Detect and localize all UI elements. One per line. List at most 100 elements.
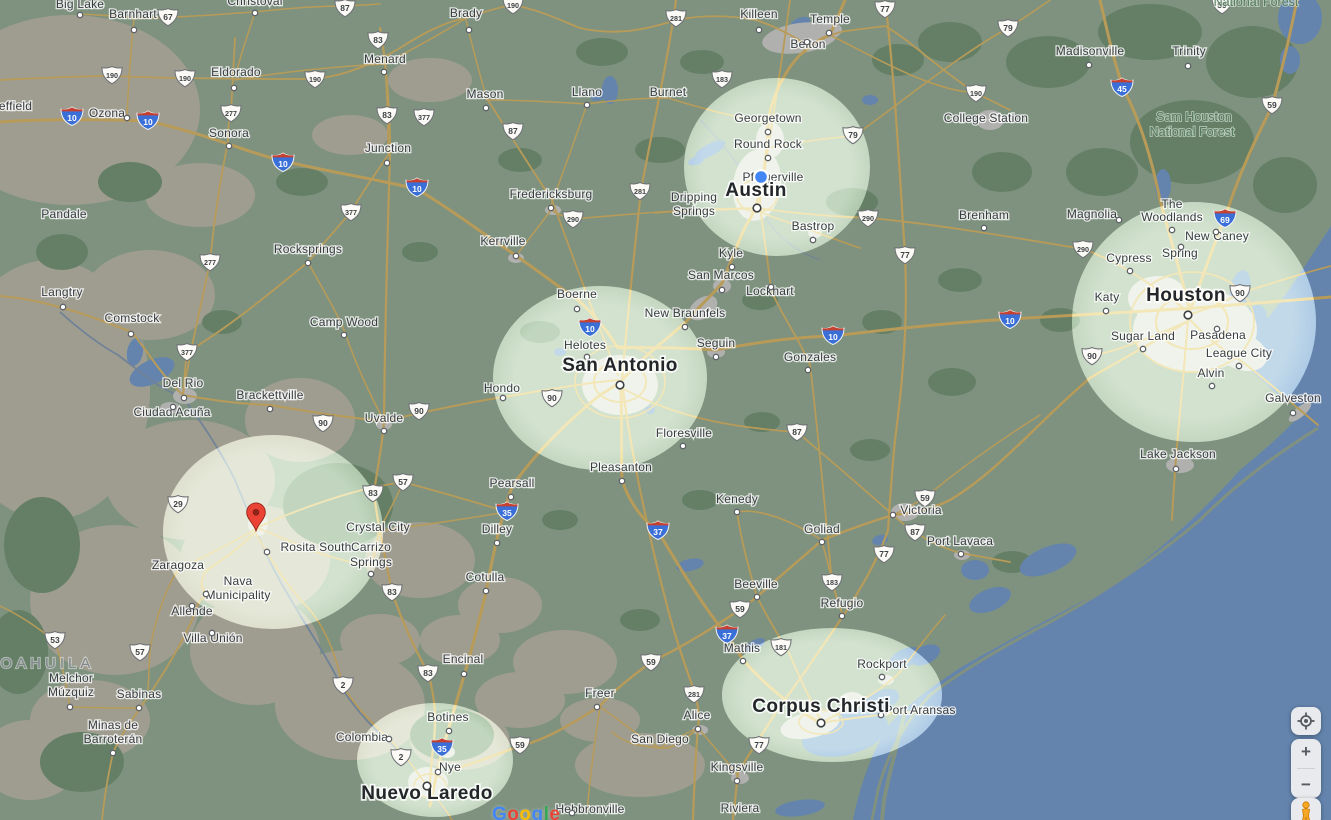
town-label-brady[interactable]: Brady [449,5,484,22]
town-label-mathis[interactable]: Mathis [722,640,761,657]
town-label-colombia[interactable]: Colombia [335,729,390,746]
town-label-sabinas[interactable]: Sabinas [115,686,162,703]
town-label-menard[interactable]: Menard [363,51,407,68]
town-label-port-lavaca[interactable]: Port Lavaca [926,533,995,550]
town-label-sugar-land[interactable]: Sugar Land [1110,328,1176,345]
town-label-seguin[interactable]: Seguin [695,335,736,352]
town-label-refugio[interactable]: Refugio [819,595,864,612]
town-label-mason[interactable]: Mason [465,86,504,103]
my-location-button[interactable] [1291,707,1321,735]
town-label-pasadena[interactable]: Pasadena [1189,327,1247,344]
town-label-boerne[interactable]: Boerne [556,286,598,303]
town-label-ozona[interactable]: Ozona [88,105,127,122]
town-label-bastrop[interactable]: Bastrop [790,218,835,235]
town-label-georgetown[interactable]: Georgetown [733,110,803,127]
town-label-rocksprings[interactable]: Rocksprings [273,241,344,258]
town-label-hondo[interactable]: Hondo [483,380,522,397]
town-label-eldorado[interactable]: Eldorado [210,64,262,81]
town-label-gonzales[interactable]: Gonzales [783,349,838,366]
town-label-alice[interactable]: Alice [682,707,712,724]
town-label-freer[interactable]: Freer [584,685,616,702]
town-label-pleasanton[interactable]: Pleasanton [589,459,653,476]
town-label-killeen[interactable]: Killeen [739,6,779,23]
town-label-del-rio[interactable]: Del Rio [161,375,204,392]
town-label-dilley[interactable]: Dilley [480,521,513,538]
town-label-floresville[interactable]: Floresville [655,425,714,442]
city-label-corpus-christi[interactable]: Corpus Christi [751,694,892,718]
town-label-botines[interactable]: Botines [426,709,470,726]
town-label-college-station[interactable]: College Station [943,110,1030,127]
zoom-in-button[interactable]: + [1291,741,1321,763]
city-label-san-antonio[interactable]: San Antonio [561,353,680,377]
town-label-spring[interactable]: Spring [1161,245,1199,262]
town-label-langtry[interactable]: Langtry [40,284,84,301]
town-label-junction[interactable]: Junction [364,140,413,157]
town-label-hebbronville[interactable]: Hebbronville [554,801,626,818]
town-label-dripping-springs[interactable]: Dripping Springs [670,189,719,220]
town-label-lake-jackson[interactable]: Lake Jackson [1139,446,1217,463]
town-label-temple[interactable]: Temple [809,11,851,28]
town-label-round-rock[interactable]: Round Rock [733,136,804,153]
town-label-melchor-m-zquiz[interactable]: Melchor Múzquiz [47,670,95,701]
town-label-encinal[interactable]: Encinal [441,651,484,668]
town-label-san-marcos[interactable]: San Marcos [687,267,755,284]
town-label-magnolia[interactable]: Magnolia [1066,206,1119,223]
town-label-kingsville[interactable]: Kingsville [709,759,764,776]
pegman-button[interactable] [1291,798,1321,820]
town-label-christoval[interactable]: Christoval [226,0,284,9]
town-label-pandale[interactable]: Pandale [40,206,88,223]
town-label-nye[interactable]: Nye [438,759,462,776]
town-label-fredericksburg[interactable]: Fredericksburg [508,186,593,203]
town-label-cypress[interactable]: Cypress [1105,250,1153,267]
town-label-cotulla[interactable]: Cotulla [464,569,505,586]
town-label-riviera[interactable]: Riviera [719,800,760,817]
town-label-ciudad-acu-a[interactable]: Ciudad Acuña [132,404,212,421]
town-label-burnet[interactable]: Burnet [648,84,687,101]
town-label-uvalde[interactable]: Uvalde [363,410,404,427]
town-label-rockport[interactable]: Rockport [856,656,908,673]
city-label-houston[interactable]: Houston [1144,283,1227,307]
town-label-sonora[interactable]: Sonora [208,125,250,142]
town-label-victoria[interactable]: Victoria [899,502,943,519]
zoom-out-button[interactable]: − [1291,774,1321,796]
town-label-camp-wood[interactable]: Camp Wood [309,314,380,331]
town-label-beeville[interactable]: Beeville [733,576,779,593]
town-label-kyle[interactable]: Kyle [718,245,745,262]
town-label-minas-de-barroter-n[interactable]: Minas de Barroterán [82,717,143,748]
red-map-pin[interactable] [246,502,266,533]
town-label-big-lake[interactable]: Big Lake [55,0,106,12]
town-label-nava-municipality[interactable]: Nava Municipality [204,573,271,604]
town-label-kerrville[interactable]: Kerrville [479,233,527,250]
town-label-alvin[interactable]: Alvin [1196,365,1225,382]
town-label-katy[interactable]: Katy [1093,289,1120,306]
town-label-goliad[interactable]: Goliad [803,521,841,538]
town-label-the-woodlands[interactable]: The Woodlands [1140,196,1204,226]
town-label-brackettville[interactable]: Brackettville [235,387,305,404]
town-label-barnhart[interactable]: Barnhart [108,6,158,23]
town-label-helotes[interactable]: Helotes [563,337,607,354]
town-label-zaragoza[interactable]: Zaragoza [151,557,206,574]
town-label-crystal-city[interactable]: Crystal City [345,519,411,536]
town-label-comstock[interactable]: Comstock [103,310,161,327]
town-label-trinity[interactable]: Trinity [1171,43,1207,60]
town-label-san-diego[interactable]: San Diego [630,731,690,748]
town-label-carrizo-springs[interactable]: Carrizo Springs [349,539,393,571]
town-label-league-city[interactable]: League City [1205,345,1274,362]
place-dot [208,629,216,637]
town-label-pearsall[interactable]: Pearsall [488,475,535,492]
town-label-rosita-south[interactable]: Rosita South [279,539,353,556]
town-label-galveston[interactable]: Galveston [1264,390,1322,407]
town-label-sheffield[interactable]: Sheffield [0,98,33,115]
town-label-new-braunfels[interactable]: New Braunfels [643,305,726,322]
town-label-kenedy[interactable]: Kenedy [715,491,759,508]
town-label-new-caney[interactable]: New Caney [1184,228,1250,245]
town-label-lockhart[interactable]: Lockhart [745,283,795,300]
town-label-villa-uni-n[interactable]: Villa Unión [182,630,244,647]
town-label-madisonville[interactable]: Madisonville [1054,43,1125,60]
town-label-brenham[interactable]: Brenham [958,207,1010,224]
town-label-allende[interactable]: Allende [170,603,214,620]
town-label-llano[interactable]: Llano [571,84,604,101]
town-label-port-aransas[interactable]: Port Aransas [883,702,957,719]
